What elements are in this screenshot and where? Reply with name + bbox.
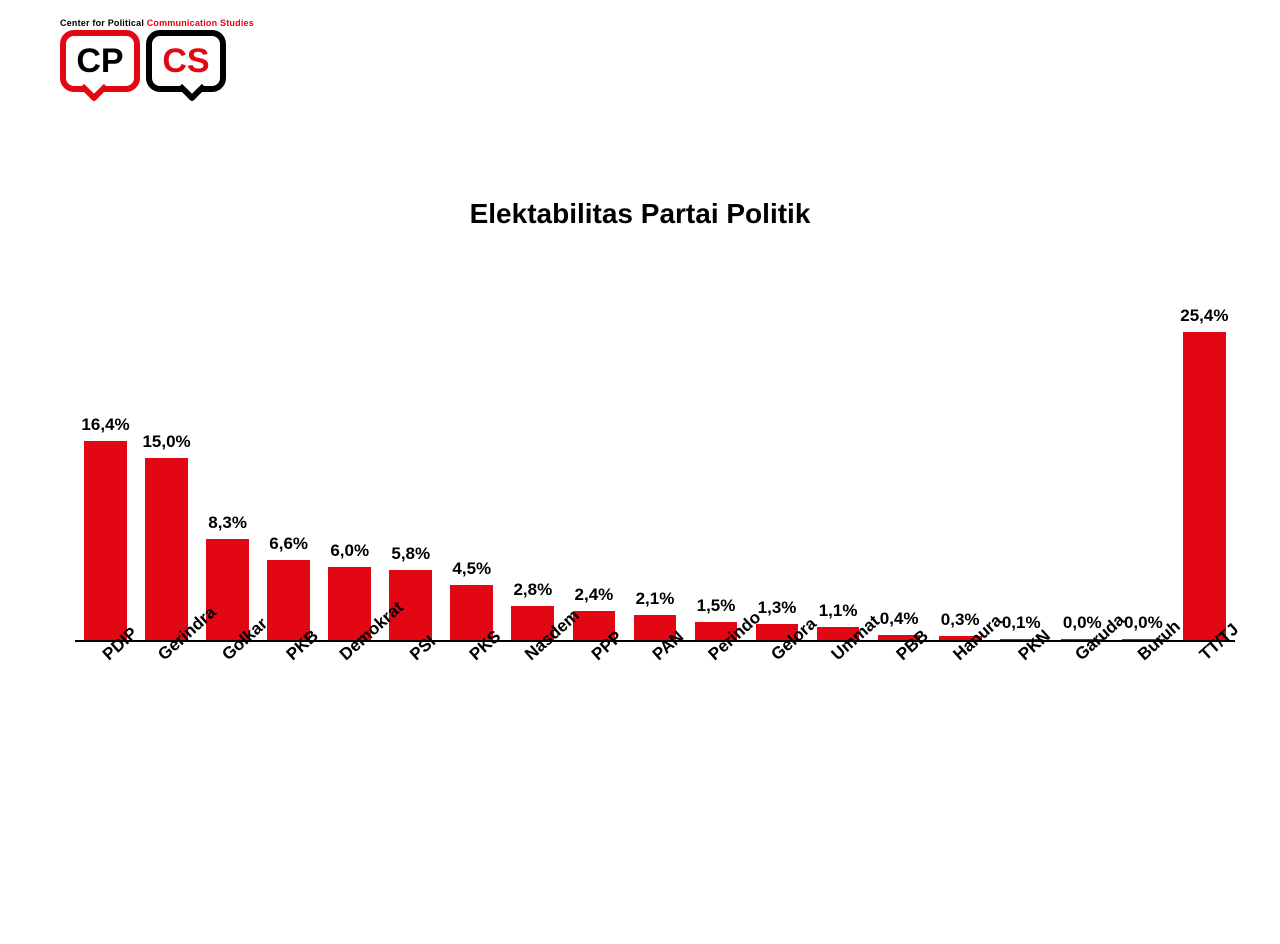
x-label-slot: PDIP — [75, 644, 136, 724]
bar-chart: 16,4%15,0%8,3%6,6%6,0%5,8%4,5%2,8%2,4%2,… — [75, 300, 1235, 642]
bar — [1183, 332, 1226, 640]
bar-slot: 15,0% — [136, 458, 197, 640]
bar-value-label: 4,5% — [441, 559, 502, 579]
bar-value-label: 16,4% — [75, 415, 136, 435]
x-label-slot: PPP — [563, 644, 624, 724]
bar-value-label: 6,0% — [319, 541, 380, 561]
x-label-slot: Ummat — [808, 644, 869, 724]
bar — [145, 458, 188, 640]
bar-value-label: 2,1% — [624, 589, 685, 609]
x-label-slot: PBB — [869, 644, 930, 724]
x-label-slot: Gerindra — [136, 644, 197, 724]
x-label-slot: Golkar — [197, 644, 258, 724]
brand-logo: Center for Political Communication Studi… — [60, 18, 254, 92]
brand-bubble-cp-text: CP — [76, 44, 123, 78]
bar-value-label: 15,0% — [136, 432, 197, 452]
x-axis-labels: PDIPGerindraGolkarPKBDemokratPSIPKSNasde… — [75, 644, 1235, 724]
brand-caption-black: Center for Political — [60, 18, 147, 28]
brand-bubble-cs-text: CS — [162, 44, 209, 78]
x-label-slot: PKS — [441, 644, 502, 724]
bar — [267, 560, 310, 640]
x-label-slot: PAN — [624, 644, 685, 724]
bar-value-label: 1,1% — [808, 601, 869, 621]
x-label-slot: Gelora — [747, 644, 808, 724]
bar-value-label: 5,8% — [380, 544, 441, 564]
x-label-slot: TT/TJ — [1174, 644, 1235, 724]
page: Center for Political Communication Studi… — [0, 0, 1280, 944]
bar-value-label: 2,8% — [502, 580, 563, 600]
bar-value-label: 2,4% — [563, 585, 624, 605]
x-label-slot: PKN — [991, 644, 1052, 724]
chart-title: Elektabilitas Partai Politik — [0, 198, 1280, 230]
brand-bubble-cp-icon: CP — [60, 30, 140, 92]
bar-slot: 16,4% — [75, 441, 136, 640]
bar-slot: 25,4% — [1174, 332, 1235, 640]
bar-value-label: 1,5% — [685, 596, 746, 616]
x-label-slot: PSI — [380, 644, 441, 724]
brand-caption-red: Communication Studies — [147, 18, 254, 28]
x-label-slot: Buruh — [1113, 644, 1174, 724]
brand-caption: Center for Political Communication Studi… — [60, 18, 254, 28]
x-label-slot: Hanura — [930, 644, 991, 724]
brand-bubbles: CP CS — [60, 30, 254, 92]
x-label-slot: Garuda — [1052, 644, 1113, 724]
x-label-slot: Perindo — [685, 644, 746, 724]
bar — [206, 539, 249, 640]
x-label-slot: PKB — [258, 644, 319, 724]
bar-value-label: 25,4% — [1174, 306, 1235, 326]
brand-bubble-cs-icon: CS — [146, 30, 226, 92]
bar-value-label: 8,3% — [197, 513, 258, 533]
bar — [84, 441, 127, 640]
x-label-slot: Nasdem — [502, 644, 563, 724]
bar-value-label: 6,6% — [258, 534, 319, 554]
x-label-slot: Demokrat — [319, 644, 380, 724]
